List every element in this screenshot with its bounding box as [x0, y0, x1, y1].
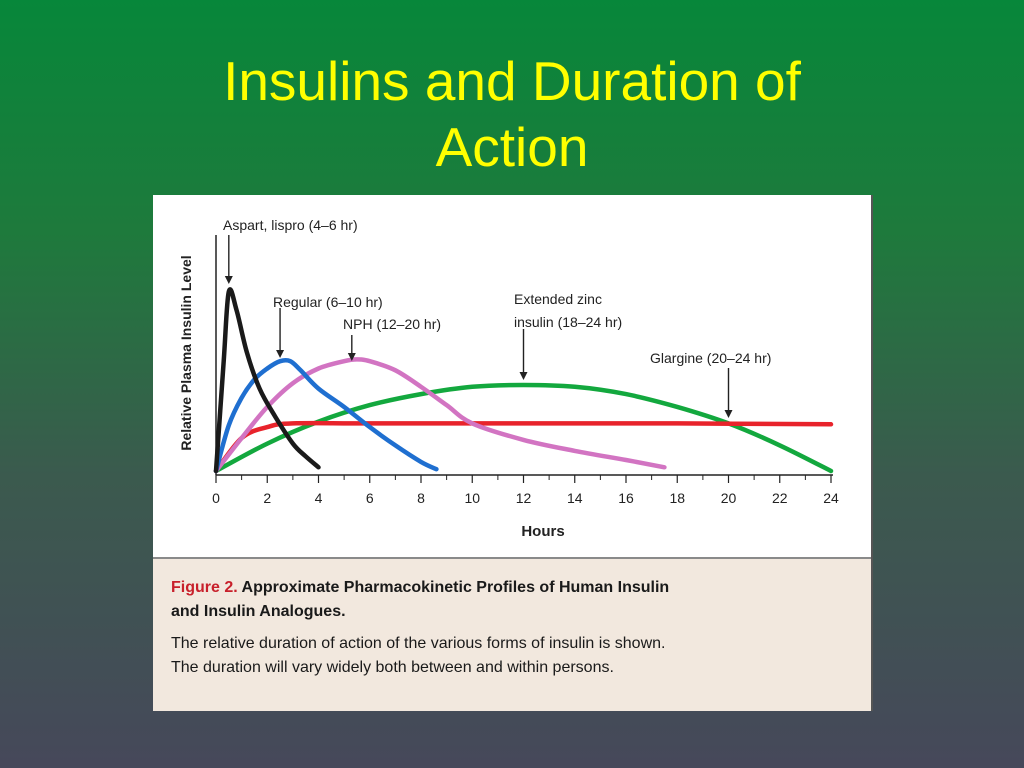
caption-description-line-2: The duration will vary widely both betwe… — [171, 659, 614, 676]
regular-label: Regular (6–10 hr) — [273, 294, 383, 310]
nph-arrow-head — [347, 353, 356, 361]
x-tick-label: 22 — [772, 490, 788, 506]
y-axis-title: Relative Plasma Insulin Level — [178, 255, 194, 450]
figure-panel: 0 2 4 6 8 10 12 14 16 18 20 22 24 Hours Relative Plasm… — [153, 195, 873, 711]
glargine-arrow-head — [724, 410, 733, 418]
extended-zinc-arrow-head — [519, 372, 528, 380]
glargine-label: Glargine (20–24 hr) — [650, 350, 771, 366]
x-tick-label: 10 — [464, 490, 480, 506]
caption-title-line-2: and Insulin Analogues. — [171, 603, 346, 620]
glargine-curve — [213, 420, 834, 474]
x-tick-label: 6 — [366, 490, 374, 506]
series-layer — [213, 287, 834, 474]
aspart-lispro-arrow-head — [224, 276, 233, 284]
figure-caption: Figure 2. Approximate Pharmacokinetic Pr… — [153, 557, 871, 711]
extended-zinc-label-line-2: insulin (18–24 hr) — [514, 314, 622, 330]
x-tick-label: 20 — [721, 490, 737, 506]
nph-label: NPH (12–20 hr) — [343, 316, 441, 332]
x-tick-label: 24 — [823, 490, 839, 506]
caption-title-text: Approximate Pharmacokinetic Profiles of … — [237, 579, 670, 596]
x-tick-label: 16 — [618, 490, 634, 506]
annotation-layer: Aspart, lispro (4–6 hr) Regular (6–10 hr)… — [223, 217, 771, 418]
x-tick-label: 12 — [516, 490, 532, 506]
x-tick-label: 4 — [315, 490, 323, 506]
x-tick-label: 2 — [263, 490, 271, 506]
regular-arrow-head — [276, 350, 285, 358]
figure-label: Figure 2. — [171, 579, 238, 596]
aspart-lispro-label: Aspart, lispro (4–6 hr) — [223, 217, 358, 233]
caption-title-line-1: Figure 2. Approximate Pharmacokinetic Pr… — [171, 576, 853, 600]
x-tick-label: 18 — [669, 490, 685, 506]
aspart-lispro-curve — [213, 287, 321, 474]
regular-curve — [213, 357, 439, 474]
nph-curve — [213, 357, 667, 474]
x-tick-label: 0 — [212, 490, 220, 506]
caption-description-line-1: The relative duration of action of the v… — [171, 635, 666, 652]
x-axis-title: Hours — [521, 523, 564, 540]
x-tick-label: 8 — [417, 490, 425, 506]
extended-zinc-label-line-1: Extended zinc — [514, 291, 602, 307]
x-tick-label: 14 — [567, 490, 583, 506]
slide-title: Insulins and Duration of Action — [223, 50, 801, 178]
